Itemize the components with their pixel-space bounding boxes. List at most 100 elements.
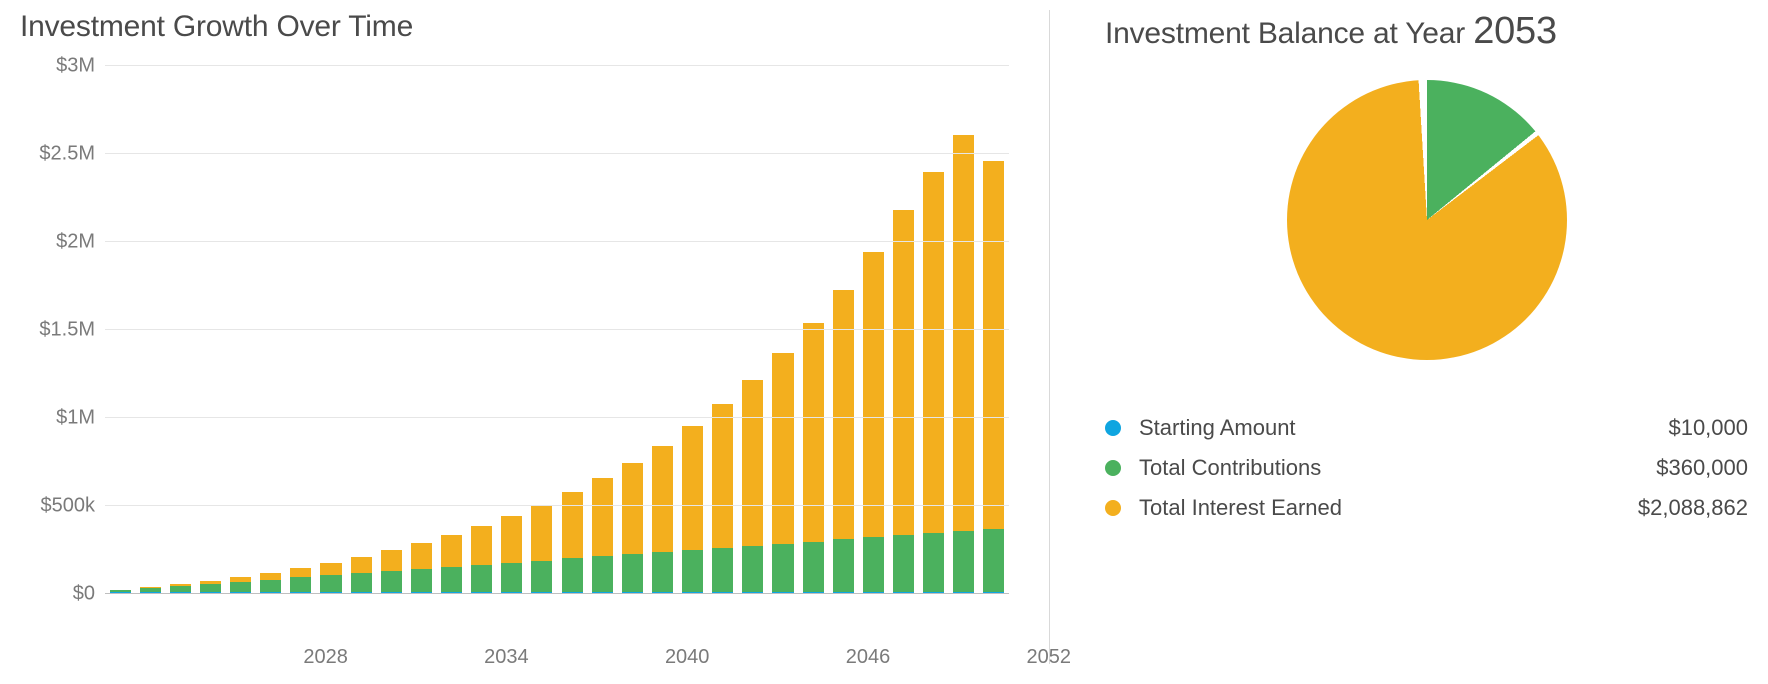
legend-swatch <box>1105 460 1121 476</box>
bar-seg-contributions <box>471 565 492 592</box>
grid-line <box>105 505 1009 506</box>
x-tick-label: 2028 <box>303 646 348 669</box>
pie-chart <box>1287 80 1567 360</box>
bar-2047 <box>803 323 824 594</box>
y-tick-label: $2M <box>56 231 95 254</box>
bar-2042 <box>652 445 673 594</box>
dashboard: Investment Growth Over Time $0$500k$1M$1… <box>20 10 1748 664</box>
bar-2036 <box>471 526 492 594</box>
bar-seg-contributions <box>923 533 944 592</box>
bar-seg-interest <box>622 463 643 554</box>
bar-seg-contributions <box>803 542 824 593</box>
balance-title-prefix: Investment Balance at Year <box>1105 17 1473 50</box>
bar-seg-interest <box>441 535 462 567</box>
bar-seg-interest <box>712 404 733 547</box>
legend-row-interest: Total Interest Earned$2,088,862 <box>1105 495 1748 521</box>
bar-seg-contributions <box>893 535 914 592</box>
balance-title-year: 2053 <box>1473 10 1557 52</box>
bar-2027 <box>200 581 221 594</box>
bar-seg-contributions <box>742 546 763 592</box>
bars-container <box>105 66 1009 594</box>
bar-seg-interest <box>863 252 884 537</box>
bar-seg-interest <box>471 526 492 565</box>
legend-value: $2,088,862 <box>1638 495 1748 521</box>
bar-2046 <box>772 353 793 594</box>
bar-seg-contributions <box>863 537 884 592</box>
x-tick-label: 2052 <box>1027 646 1072 669</box>
bar-seg-contributions <box>501 563 522 593</box>
bar-2030 <box>290 568 311 594</box>
bar-seg-interest <box>592 478 613 556</box>
bar-seg-contributions <box>441 567 462 592</box>
bar-seg-interest <box>742 380 763 545</box>
bar-seg-contributions <box>772 544 793 593</box>
bar-seg-contributions <box>622 554 643 592</box>
growth-title: Investment Growth Over Time <box>20 10 1009 44</box>
bar-seg-interest <box>803 323 824 541</box>
bar-2044 <box>712 404 733 594</box>
growth-chart: $0$500k$1M$1.5M$2M$2.5M$3M <box>20 66 1009 594</box>
grid-line <box>105 593 1009 594</box>
legend: Starting Amount$10,000 Total Contribution… <box>1105 415 1748 535</box>
bar-2032 <box>351 557 372 594</box>
growth-panel: Investment Growth Over Time $0$500k$1M$1… <box>20 10 1050 664</box>
bar-seg-interest <box>983 161 1004 529</box>
legend-label: Total Interest Earned <box>1139 495 1638 521</box>
y-tick-label: $1M <box>56 407 95 430</box>
bar-2039 <box>562 492 583 594</box>
bar-seg-interest <box>501 516 522 563</box>
y-axis: $0$500k$1M$1.5M$2M$2.5M$3M <box>20 66 105 594</box>
bar-seg-contributions <box>200 584 221 592</box>
bar-seg-interest <box>320 563 341 576</box>
legend-label: Starting Amount <box>1139 415 1668 441</box>
bar-seg-contributions <box>652 552 673 592</box>
bar-seg-contributions <box>712 548 733 592</box>
bar-2049 <box>863 252 884 594</box>
bar-2052 <box>953 135 974 594</box>
bar-seg-interest <box>290 568 311 578</box>
balance-panel: Investment Balance at Year 2053 Starting… <box>1050 10 1748 664</box>
x-tick-label: 2040 <box>665 646 710 669</box>
bar-seg-interest <box>351 557 372 574</box>
bar-2043 <box>682 426 703 594</box>
bar-seg-contributions <box>531 561 552 593</box>
grid-line <box>105 417 1009 418</box>
legend-row-starting: Starting Amount$10,000 <box>1105 415 1748 441</box>
bar-seg-interest <box>833 290 854 540</box>
bar-2051 <box>923 172 944 594</box>
bar-2050 <box>893 210 914 594</box>
y-tick-label: $1.5M <box>39 319 95 342</box>
y-tick-label: $3M <box>56 55 95 78</box>
balance-title: Investment Balance at Year 2053 <box>1105 10 1748 53</box>
bar-seg-contributions <box>592 556 613 592</box>
x-tick-label: 2034 <box>484 646 529 669</box>
bar-2038 <box>531 505 552 594</box>
bar-seg-contributions <box>351 573 372 592</box>
bar-2035 <box>441 535 462 594</box>
pie-wrap <box>1105 80 1748 360</box>
bar-seg-contributions <box>562 558 583 592</box>
x-tick-label: 2046 <box>846 646 891 669</box>
legend-row-contributions: Total Contributions$360,000 <box>1105 455 1748 481</box>
bar-2034 <box>411 543 432 594</box>
bar-seg-interest <box>682 426 703 550</box>
bar-2040 <box>592 478 613 594</box>
bar-seg-interest <box>652 446 673 553</box>
plot-area <box>105 66 1009 594</box>
bar-2045 <box>742 380 763 594</box>
bar-seg-interest <box>531 505 552 561</box>
bar-seg-interest <box>381 550 402 571</box>
bar-2031 <box>320 563 341 595</box>
bar-seg-contributions <box>682 550 703 592</box>
bar-2033 <box>381 550 402 594</box>
y-tick-label: $0 <box>73 583 95 606</box>
bar-seg-interest <box>772 353 793 543</box>
grid-line <box>105 241 1009 242</box>
bar-seg-interest <box>260 573 281 580</box>
bar-seg-contributions <box>320 575 341 592</box>
legend-value: $10,000 <box>1668 415 1748 441</box>
bar-seg-contributions <box>953 531 974 592</box>
bar-seg-contributions <box>411 569 432 592</box>
bar-seg-interest <box>923 172 944 533</box>
bar-seg-interest <box>562 492 583 558</box>
